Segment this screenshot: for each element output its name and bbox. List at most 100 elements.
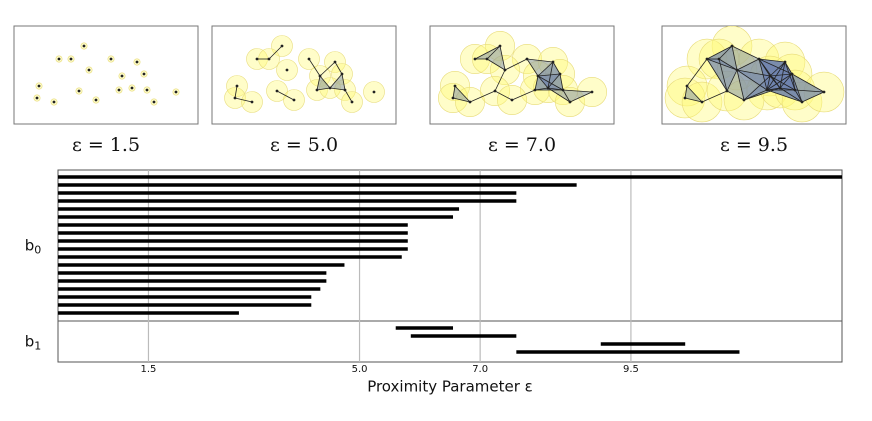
edge (743, 75, 771, 101)
edge (486, 58, 506, 71)
point (551, 60, 555, 64)
edge (769, 75, 796, 91)
edge (743, 87, 781, 101)
simplex (737, 59, 767, 90)
point (822, 90, 826, 94)
point (135, 60, 139, 64)
edge (537, 75, 564, 91)
edge (316, 87, 331, 91)
point (372, 90, 376, 94)
point (37, 84, 41, 88)
point (783, 60, 787, 64)
group-label-main: b (25, 236, 35, 254)
edge (537, 61, 554, 77)
point (793, 88, 797, 92)
edge (736, 69, 771, 77)
edge (494, 90, 513, 101)
edge (686, 85, 703, 103)
point (318, 74, 322, 78)
simplex (792, 74, 824, 102)
simplex (767, 62, 795, 90)
point (267, 57, 271, 61)
simplex (487, 46, 505, 70)
edge (769, 73, 793, 77)
x-tick-label: 5.0 (352, 364, 368, 375)
edge (718, 45, 733, 60)
point (700, 100, 704, 104)
edge (452, 85, 456, 99)
edge (801, 91, 825, 103)
simplex (780, 74, 795, 90)
point (561, 88, 565, 92)
edge (569, 91, 593, 103)
point (343, 88, 347, 92)
point (685, 84, 689, 88)
panel-frame (13, 25, 199, 125)
edge (511, 89, 536, 101)
edge (534, 75, 539, 91)
edge (718, 58, 738, 71)
edge (547, 87, 564, 91)
edge (701, 90, 728, 103)
group-label-main: b (25, 332, 35, 350)
edge (537, 73, 561, 77)
edge (526, 58, 539, 77)
edge (329, 87, 346, 91)
edge (341, 73, 346, 91)
edge (562, 89, 593, 93)
edge (758, 58, 793, 75)
simplex (737, 70, 770, 100)
point (69, 57, 73, 61)
simplicial-panel (429, 25, 615, 125)
point (307, 57, 311, 61)
edge (316, 75, 321, 91)
point (52, 100, 56, 104)
point (558, 72, 562, 76)
edge (684, 85, 688, 99)
point (498, 44, 502, 48)
edge (319, 75, 331, 89)
simplex (527, 59, 553, 76)
point (735, 68, 739, 72)
edge (452, 97, 471, 103)
edge (686, 58, 708, 87)
point (235, 84, 239, 88)
simplex (795, 90, 824, 102)
panel-content (664, 26, 845, 123)
edge (552, 61, 561, 75)
edge (684, 97, 703, 103)
edge (319, 61, 336, 77)
point (82, 44, 86, 48)
edge (344, 89, 353, 103)
x-axis-label: Proximity Parameter ε (367, 378, 533, 396)
x-tick-label: 9.5 (623, 364, 639, 375)
panel-label: ε = 9.5 (720, 134, 788, 156)
point (683, 96, 687, 100)
edge (334, 61, 343, 75)
edge (526, 58, 554, 63)
point (778, 86, 782, 90)
edge (718, 58, 728, 92)
point (328, 86, 332, 90)
simplex (732, 46, 759, 70)
point (77, 89, 81, 93)
simplicial-panel (211, 25, 397, 125)
edge (706, 58, 728, 92)
simplex (759, 59, 792, 90)
panel-label: ε = 5.0 (270, 134, 338, 156)
edge (791, 73, 796, 91)
edge (731, 45, 738, 71)
point (285, 68, 289, 72)
point (333, 60, 337, 64)
point (292, 98, 296, 102)
point (800, 100, 804, 104)
point (340, 72, 344, 76)
edge (779, 87, 796, 91)
edge (731, 45, 760, 60)
panel-label: ε = 7.0 (488, 134, 556, 156)
point (233, 96, 237, 100)
point (590, 90, 594, 94)
edge (736, 69, 768, 91)
simplex (317, 76, 330, 90)
point (451, 96, 455, 100)
